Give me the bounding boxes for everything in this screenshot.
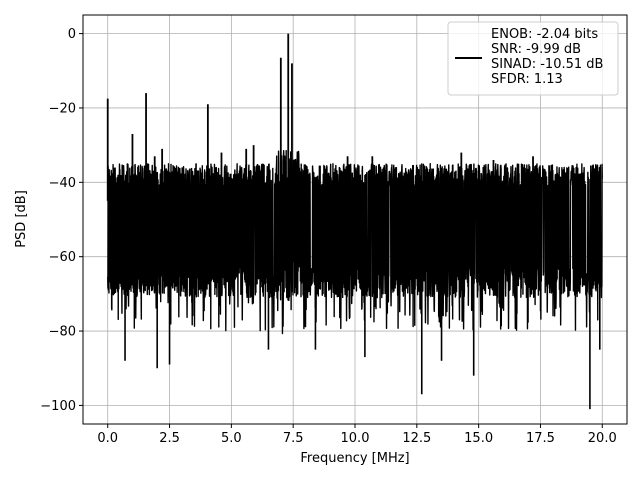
plot-area xyxy=(106,33,603,410)
legend: ENOB: -2.04 bits SNR: -9.99 dB SINAD: -1… xyxy=(447,21,619,96)
x-axis-label: Frequency [MHz] xyxy=(300,451,409,466)
y-tick-label: 0 xyxy=(68,27,76,42)
series-group xyxy=(106,33,603,410)
legend-snr: SNR: -9.99 dB xyxy=(491,42,581,57)
x-tick-label: 2.5 xyxy=(159,431,180,446)
legend-box xyxy=(447,21,619,96)
x-tick-label: 10.0 xyxy=(341,431,370,446)
x-axis: 0.0 2.5 5.0 7.5 10.0 12.5 15.0 17.5 20.0 xyxy=(97,424,617,446)
x-tick-label: 20.0 xyxy=(588,431,617,446)
legend-enob: ENOB: -2.04 bits xyxy=(491,27,598,42)
psd-noise-trace xyxy=(107,149,603,335)
x-tick-label: 0.0 xyxy=(97,431,118,446)
x-tick-label: 12.5 xyxy=(402,431,431,446)
x-tick-label: 7.5 xyxy=(283,431,304,446)
y-tick-label: −20 xyxy=(49,101,76,116)
y-tick-label: −100 xyxy=(40,399,76,414)
x-tick-label: 15.0 xyxy=(464,431,493,446)
y-tick-label: −60 xyxy=(49,250,76,265)
legend-sinad: SINAD: -10.51 dB xyxy=(491,57,603,72)
y-axis: 0 −20 −40 −60 −80 −100 xyxy=(40,27,83,414)
y-tick-label: −40 xyxy=(49,176,76,191)
x-tick-label: 5.0 xyxy=(221,431,242,446)
x-tick-label: 17.5 xyxy=(526,431,555,446)
legend-sfdr: SFDR: 1.13 xyxy=(491,72,563,87)
y-axis-label: PSD [dB] xyxy=(14,190,29,248)
y-tick-label: −80 xyxy=(49,325,76,340)
